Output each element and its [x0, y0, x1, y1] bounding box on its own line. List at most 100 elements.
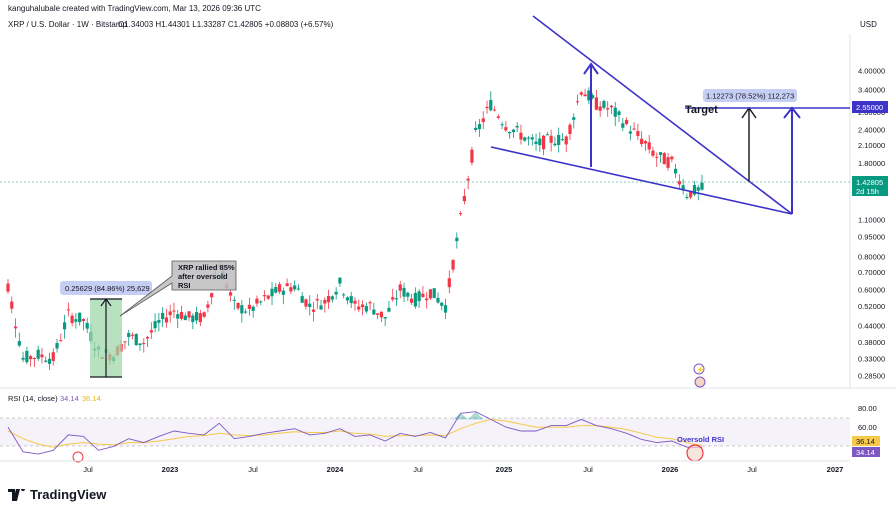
candle-body	[244, 311, 248, 313]
candle-body	[428, 289, 433, 299]
rsi-oversold-circle-2	[686, 444, 704, 462]
candle-body	[176, 314, 180, 319]
candle-body	[598, 106, 602, 111]
candle-body	[500, 124, 504, 126]
candle-body	[606, 108, 610, 110]
candle-body	[413, 292, 417, 307]
earnings-event-icon[interactable]	[694, 376, 706, 388]
time-tick-label: Jul	[583, 465, 593, 474]
rsi-ma-line	[7, 418, 703, 448]
candle-body	[368, 302, 372, 304]
candle-body	[613, 107, 617, 117]
price-tick-label: 2.40000	[858, 126, 885, 135]
candle-body	[270, 288, 274, 297]
measure-left-label-box	[60, 281, 152, 295]
candle-body	[492, 109, 497, 111]
candle-body	[700, 182, 704, 190]
candle-body	[553, 143, 557, 146]
candle-body	[508, 132, 512, 134]
price-tick-label: 0.95000	[858, 233, 885, 242]
candle-body	[349, 296, 353, 304]
candle-body	[206, 304, 210, 308]
rsi-ma-tag	[852, 436, 880, 446]
candle-body	[602, 101, 606, 108]
candle-body	[323, 299, 327, 304]
time-tick-label: 2024	[327, 465, 345, 474]
candle-body	[466, 178, 470, 181]
candle-body	[640, 138, 644, 145]
candle-body	[6, 283, 10, 292]
candle-body	[300, 296, 304, 303]
candle-body	[289, 287, 293, 292]
candle-body	[44, 360, 48, 362]
candle-body	[274, 287, 278, 293]
callout-line-1: XRP rallied 85%	[178, 263, 235, 272]
candle-body	[304, 299, 308, 307]
candle-body	[127, 333, 131, 337]
candle-body	[655, 156, 659, 158]
candle-body	[511, 129, 516, 133]
candle-body	[85, 322, 89, 329]
candle-body	[621, 123, 625, 128]
candle-body	[591, 95, 595, 99]
candle-body	[161, 312, 165, 320]
price-tick-label: 0.38000	[858, 338, 885, 347]
price-axis: 4.000003.400002.800002.400002.100001.800…	[858, 67, 885, 381]
candle-body	[315, 299, 319, 301]
candle-body	[236, 302, 240, 309]
candle-body	[157, 319, 161, 323]
candle-body	[40, 354, 44, 358]
candle-body	[421, 293, 425, 297]
candle-body	[21, 357, 25, 360]
price-tick-label: 0.33000	[858, 355, 885, 364]
time-tick-label: 2023	[162, 465, 179, 474]
rsi-band	[0, 418, 850, 446]
lightning-event-icon[interactable]	[693, 363, 705, 375]
candle-body	[583, 94, 587, 97]
price-tick-label: 0.80000	[858, 252, 885, 261]
candle-body	[624, 119, 629, 124]
candle-body	[70, 315, 74, 324]
candle-body	[696, 187, 700, 191]
candle-body	[210, 293, 214, 298]
candle-body	[572, 117, 576, 120]
candle-body	[353, 300, 357, 304]
candle-body	[575, 101, 580, 103]
time-tick-label: Jul	[747, 465, 757, 474]
candle-body	[666, 157, 670, 168]
countdown-text: 2d 15h	[856, 187, 879, 196]
candle-body	[587, 90, 591, 101]
candle-body	[198, 313, 202, 323]
candle-body	[670, 156, 674, 160]
price-tick-label: 4.00000	[858, 67, 885, 76]
candle-body	[394, 298, 399, 300]
candle-body	[130, 334, 135, 336]
tradingview-logo-text: TradingView	[30, 487, 107, 502]
candle-body	[17, 341, 21, 346]
candle-body	[636, 131, 640, 136]
candle-body	[32, 357, 37, 359]
measure-top-label-box	[703, 89, 797, 102]
candle-body	[149, 330, 153, 333]
candle-body	[609, 105, 614, 108]
candle-body	[360, 304, 365, 308]
callout-bubble	[119, 260, 237, 317]
candle-body	[643, 141, 648, 144]
candle-body	[557, 134, 561, 145]
candle-body	[138, 343, 142, 346]
candle-body	[549, 135, 553, 143]
candle-body	[357, 306, 361, 310]
candle-body	[689, 190, 693, 198]
candle-body	[477, 124, 482, 130]
candle-body	[364, 306, 368, 312]
time-tick-label: 2026	[662, 465, 679, 474]
rsi-tag	[852, 447, 880, 457]
candle-body	[187, 311, 191, 318]
measure-left-label: 0.25629 (84.86%) 25,629	[65, 284, 150, 293]
candle-body	[168, 311, 172, 316]
candle-body	[406, 292, 410, 297]
candle-body	[647, 142, 651, 150]
candle-body	[470, 149, 474, 163]
callout-line-3: RSI	[178, 281, 191, 290]
candle-body	[334, 291, 338, 295]
